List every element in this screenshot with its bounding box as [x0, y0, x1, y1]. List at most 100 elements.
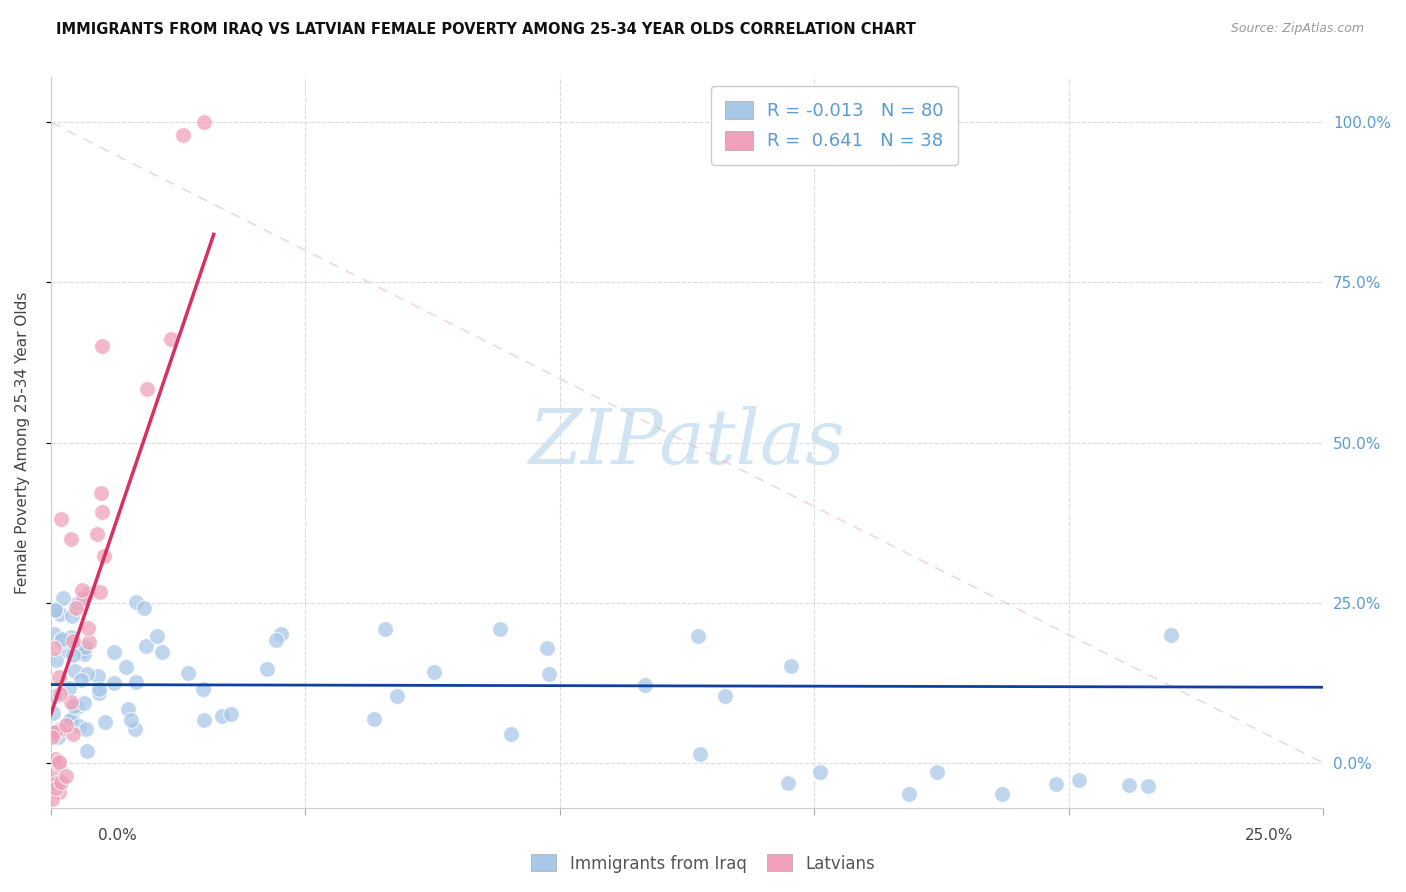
- Point: [42, 627, 65, 641]
- Point: [125, 675, 148, 690]
- Point: [1137, 780, 1160, 794]
- Point: [990, 787, 1012, 801]
- Y-axis label: Female Poverty Among 25-34 Year Olds: Female Poverty Among 25-34 Year Olds: [15, 292, 30, 594]
- Point: [48, 757, 70, 772]
- Point: [93, 549, 115, 564]
- Point: [62, 727, 84, 741]
- Point: [44, 752, 66, 766]
- Point: [60, 609, 83, 624]
- Point: [266, 633, 288, 648]
- Point: [120, 713, 142, 727]
- Point: [45, 653, 67, 667]
- Point: [70, 644, 93, 658]
- Point: [135, 639, 157, 653]
- Point: [55, 717, 77, 731]
- Point: [94, 714, 117, 729]
- Point: [423, 665, 446, 680]
- Point: [270, 627, 292, 641]
- Point: [76, 621, 98, 635]
- Point: [41, 764, 63, 779]
- Point: [103, 676, 125, 690]
- Point: [72, 583, 94, 598]
- Point: [89, 681, 111, 696]
- Point: [499, 727, 522, 741]
- Legend: R = -0.013   N = 80, R =  0.641   N = 38: R = -0.013 N = 80, R = 0.641 N = 38: [711, 87, 957, 165]
- Point: [49, 607, 72, 622]
- Point: [44, 603, 66, 617]
- Point: [177, 665, 200, 680]
- Point: [62, 648, 84, 662]
- Point: [125, 595, 148, 609]
- Text: 0.0%: 0.0%: [98, 828, 138, 843]
- Point: [45, 776, 67, 790]
- Point: [160, 332, 183, 346]
- Point: [59, 631, 82, 645]
- Point: [103, 645, 125, 659]
- Point: [134, 600, 156, 615]
- Point: [60, 532, 83, 546]
- Point: [536, 641, 558, 656]
- Point: [714, 689, 737, 703]
- Point: [62, 633, 84, 648]
- Point: [73, 696, 96, 710]
- Point: [49, 512, 72, 526]
- Point: [56, 644, 79, 658]
- Point: [150, 645, 173, 659]
- Point: [91, 505, 114, 519]
- Point: [45, 781, 67, 796]
- Point: [219, 707, 242, 722]
- Point: [75, 640, 97, 654]
- Point: [191, 681, 214, 696]
- Text: 25.0%: 25.0%: [1246, 828, 1294, 843]
- Point: [72, 591, 94, 605]
- Point: [193, 115, 215, 129]
- Point: [48, 723, 70, 737]
- Point: [49, 633, 72, 648]
- Point: [63, 665, 86, 679]
- Point: [49, 775, 72, 789]
- Point: [48, 756, 70, 770]
- Point: [42, 640, 65, 655]
- Point: [90, 339, 112, 353]
- Point: [87, 668, 110, 682]
- Point: [256, 662, 278, 676]
- Point: [60, 695, 83, 709]
- Point: [780, 658, 803, 673]
- Point: [136, 382, 159, 396]
- Point: [65, 600, 87, 615]
- Point: [44, 724, 66, 739]
- Point: [193, 713, 215, 727]
- Point: [55, 768, 77, 782]
- Point: [66, 700, 89, 714]
- Point: [927, 764, 949, 779]
- Point: [48, 687, 70, 701]
- Point: [689, 747, 711, 761]
- Point: [76, 744, 98, 758]
- Point: [62, 698, 84, 713]
- Point: [76, 667, 98, 681]
- Point: [686, 629, 709, 643]
- Point: [363, 712, 385, 726]
- Point: [86, 526, 108, 541]
- Point: [488, 622, 510, 636]
- Point: [387, 689, 409, 703]
- Point: [1069, 772, 1091, 787]
- Point: [1045, 777, 1067, 791]
- Point: [44, 603, 66, 617]
- Point: [44, 689, 66, 703]
- Text: ZIPatlas: ZIPatlas: [529, 406, 845, 480]
- Point: [117, 702, 139, 716]
- Point: [41, 724, 63, 739]
- Point: [52, 591, 75, 605]
- Point: [42, 706, 65, 720]
- Point: [90, 486, 112, 500]
- Point: [87, 686, 110, 700]
- Point: [41, 730, 63, 744]
- Point: [51, 632, 73, 647]
- Point: [537, 667, 560, 681]
- Point: [48, 784, 70, 798]
- Point: [211, 709, 233, 723]
- Point: [69, 673, 91, 687]
- Point: [1160, 628, 1182, 642]
- Point: [75, 723, 97, 737]
